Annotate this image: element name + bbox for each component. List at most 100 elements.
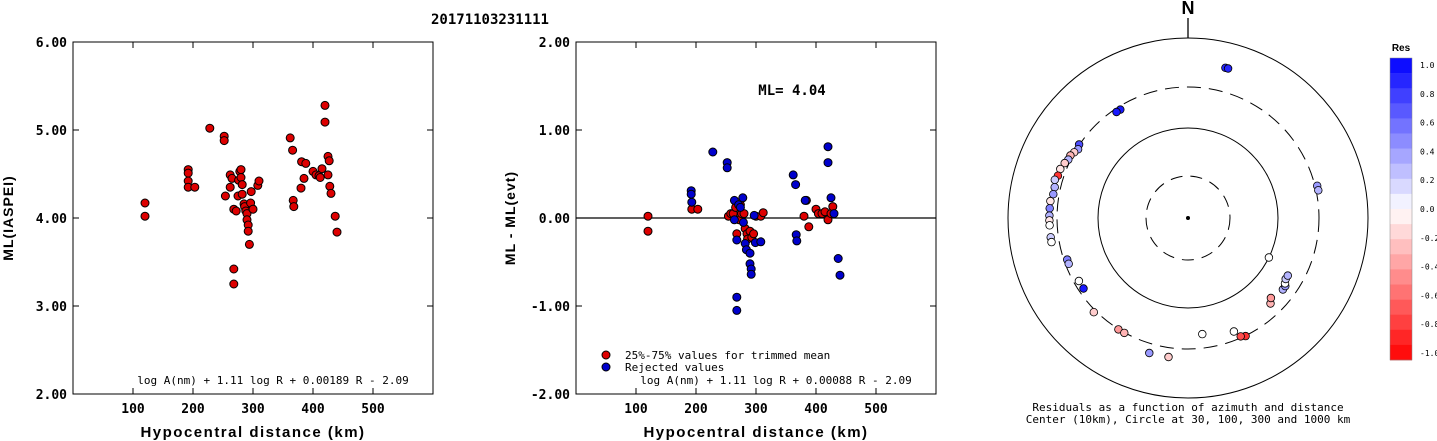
station-residual-point [1198, 329, 1207, 339]
plot2-point-s1 [738, 193, 748, 203]
plot2-point-s1 [791, 180, 801, 190]
colorbar-cell [1390, 209, 1412, 225]
plot2-point-s1 [745, 248, 755, 258]
plot1-point-s0 [246, 187, 256, 197]
plot2-point-s0 [643, 226, 653, 236]
station-residual-point [1045, 204, 1054, 213]
plot2-point-s1 [829, 209, 839, 219]
plot1-point-s0 [248, 204, 258, 214]
azimuth-residual-plot: N Residuals as a function of azimuth and… [1007, 0, 1369, 426]
ring-30km [1145, 175, 1231, 261]
plot2-point-s1 [746, 269, 756, 279]
colorbar-cell [1390, 254, 1412, 270]
plot1-point-s0 [219, 136, 229, 146]
station-residual-point [1283, 271, 1292, 280]
plot2-xtick-label: 200 [684, 402, 708, 417]
plot2-point-s1 [735, 202, 745, 212]
polar-caption-line2: Center (10km), Circle at 30, 100, 300 an… [1026, 413, 1351, 426]
plot1-point-s0 [301, 158, 311, 168]
plot2-point-s1 [738, 217, 748, 227]
polar-caption-line1: Residuals as a function of azimuth and d… [1032, 401, 1343, 414]
north-label: N [1182, 0, 1195, 18]
plot1-point-s0 [320, 117, 330, 127]
plot1-xtick-label: 200 [181, 402, 205, 417]
station-residual-point [1064, 259, 1073, 268]
plot1-point-s0 [220, 191, 230, 201]
colorbar-tick-label: 0.6 [1420, 119, 1435, 128]
ring-100km [1097, 127, 1279, 309]
plot1-point-s0 [315, 173, 325, 182]
plot1-point-s0 [324, 156, 334, 166]
plot2-point-s1 [833, 254, 843, 263]
plot1-xtick-label: 300 [241, 402, 265, 417]
plot2-point-s1 [687, 197, 697, 207]
station-residual-point [1164, 352, 1173, 362]
plot2-point-s1 [835, 270, 845, 280]
station-residual-point [1266, 293, 1276, 303]
plot1-point-s0 [183, 168, 193, 178]
colorbar-tick-label: 0.2 [1420, 176, 1435, 185]
plot1-point-s0 [323, 170, 333, 180]
colorbar-cell [1390, 103, 1412, 119]
station-residual-point [1074, 276, 1084, 286]
plot2-point-s1 [722, 163, 732, 173]
plot2-ytick-label: -2.00 [531, 388, 570, 403]
station-residual-point [1050, 182, 1059, 192]
plot2-xtick-label: 100 [624, 402, 648, 417]
legend-marker-rejected [601, 362, 611, 372]
colorbar-cell [1390, 314, 1412, 331]
station-residual-point [1049, 189, 1058, 199]
plot1-point-s0 [237, 180, 247, 190]
station-residual-point [1047, 237, 1056, 247]
plot1-point-s0 [140, 198, 150, 208]
plot1-y-axis-label: ML(IASPEI) [0, 175, 16, 260]
plot1-point-s0 [317, 164, 327, 174]
colorbar-cell [1390, 299, 1412, 315]
plot2-point-s1 [792, 236, 802, 246]
plot2-point-s1 [800, 195, 810, 205]
plot1-point-s0 [254, 176, 264, 186]
colorbar-tick-label: -0.4 [1420, 263, 1437, 272]
plot1-point-s0 [225, 182, 235, 192]
plot2-xtick-label: 400 [804, 402, 828, 417]
station-residual-point [1089, 308, 1098, 317]
plot1-point-s0 [229, 279, 239, 289]
plot1-point-s0 [244, 239, 254, 249]
ring-300km [1056, 86, 1320, 350]
plot2-point-s1 [788, 170, 798, 180]
plot1-xtick-label: 400 [301, 402, 325, 417]
colorbar-cell [1390, 133, 1412, 149]
colorbar-tick-label: -0.6 [1420, 291, 1437, 300]
plot1-point-s0 [296, 183, 306, 193]
station-residual-point [1112, 107, 1121, 117]
plot2-ytick-label: 1.00 [539, 124, 570, 139]
plot2-x-axis-label: Hypocentral distance (km) [643, 424, 868, 441]
plot1-frame [72, 41, 434, 395]
plot2-point-s0 [643, 211, 653, 221]
plot1-ytick-label: 6.00 [36, 36, 67, 51]
plot1-point-s0 [140, 211, 150, 221]
colorbar-cell [1390, 239, 1412, 255]
station-residual-point [1046, 196, 1055, 206]
colorbar-tick-label: -0.8 [1420, 320, 1437, 329]
plot2-point-s1 [732, 235, 742, 245]
colorbar-cell [1390, 284, 1412, 300]
plot1-point-s0 [237, 189, 247, 199]
plot1-ytick-label: 4.00 [36, 212, 67, 227]
ring-1000km [1007, 37, 1369, 399]
colorbar-cell [1390, 224, 1412, 240]
plot1-point-s0 [229, 264, 239, 274]
legend-label-trimmed: 25%-75% values for trimmed mean [625, 349, 830, 362]
colorbar-tick-label: 1.0 [1420, 61, 1435, 70]
plot2-y-axis-label: ML - ML(evt) [502, 171, 518, 265]
station-residual-point [1236, 332, 1245, 341]
plot1-xtick-label: 500 [361, 402, 385, 417]
plot1-ytick-label: 2.00 [36, 388, 67, 403]
colorbar-cell [1390, 329, 1412, 346]
event-id-title: 20171103231111 [431, 12, 549, 28]
colorbar-cell [1390, 118, 1412, 134]
plot1-ytick-label: 5.00 [36, 124, 67, 139]
plot2-point-s1 [823, 142, 833, 152]
plot2-point-s1 [823, 158, 833, 168]
plot1-point-s0 [190, 182, 200, 192]
